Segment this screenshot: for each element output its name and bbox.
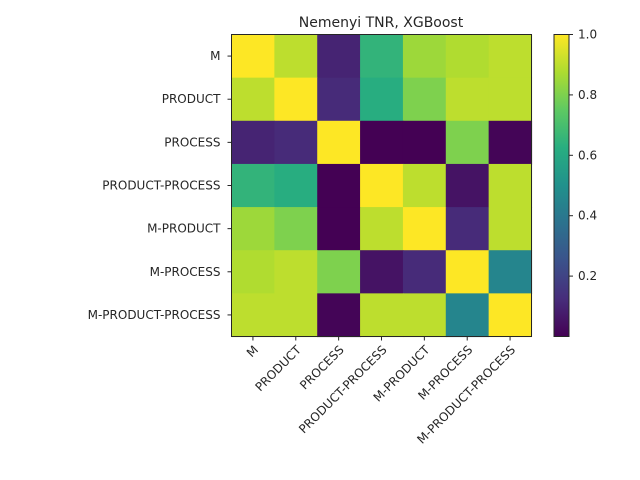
heatmap-cell — [360, 163, 404, 208]
heatmap-cell — [317, 34, 361, 79]
column-label: PRODUCT — [252, 342, 304, 394]
heatmap-cell — [231, 250, 275, 294]
heatmap-cell — [231, 207, 275, 251]
row-label: PRODUCT-PROCESS — [102, 179, 220, 193]
heatmap-cells — [231, 34, 533, 338]
heatmap-cell — [445, 163, 490, 208]
colorbar-tick-label: 0.8 — [578, 88, 597, 102]
heatmap-cell — [317, 120, 361, 165]
chart-title: Nemenyi TNR, XGBoost — [299, 15, 464, 31]
heatmap-cell — [231, 120, 275, 165]
heatmap-cell — [488, 293, 533, 338]
heatmap-cell — [274, 207, 318, 251]
row-label: PRODUCT — [162, 92, 221, 106]
heatmap-cell — [402, 250, 447, 294]
row-label: M-PROCESS — [150, 265, 221, 279]
colorbar-ticks: 0.2 0.4 0.6 0.8 1.0 — [569, 28, 597, 283]
colorbar-tick-label: 1.0 — [578, 28, 597, 42]
heatmap-cell — [488, 163, 533, 208]
column-label: M — [244, 343, 261, 360]
heatmap-cell — [274, 120, 318, 165]
heatmap-cell — [274, 250, 318, 294]
heatmap-cell — [445, 34, 490, 79]
heatmap-cell — [360, 34, 404, 79]
heatmap-cell — [274, 77, 318, 122]
colorbar-tick-label: 0.4 — [578, 209, 597, 223]
heatmap-cell — [445, 207, 490, 251]
heatmap-cell — [317, 163, 361, 208]
heatmap-cell — [402, 77, 447, 122]
heatmap-cell — [360, 250, 404, 294]
heatmap-cell — [402, 120, 447, 165]
heatmap-cell — [360, 293, 404, 338]
heatmap-cell — [360, 207, 404, 251]
heatmap-cell — [360, 77, 404, 122]
heatmap-cell — [274, 293, 318, 338]
heatmap-cell — [231, 34, 275, 79]
row-labels: M PRODUCT PROCESS PRODUCT-PROCESS M-PRODUCT M… — [88, 49, 232, 322]
heatmap-cell — [488, 77, 533, 122]
heatmap-cell — [445, 293, 490, 338]
heatmap-cell — [317, 207, 361, 251]
row-label: M-PRODUCT-PROCESS — [88, 308, 221, 322]
heatmap-cell — [402, 293, 447, 338]
heatmap-cell — [274, 34, 318, 79]
colorbar-tick-label: 0.6 — [578, 148, 597, 162]
row-label: M — [210, 49, 220, 63]
heatmap-cell — [231, 77, 275, 122]
heatmap-cell — [231, 293, 275, 338]
column-labels: MPRODUCTPROCESSPRODUCT-PROCESSM-PRODUCTM… — [244, 336, 518, 447]
heatmap-cell — [402, 163, 447, 208]
heatmap-cell — [488, 120, 533, 165]
colorbar-tick-label: 0.2 — [578, 269, 597, 283]
heatmap-cell — [445, 120, 490, 165]
row-label: PROCESS — [164, 135, 220, 149]
heatmap-cell — [274, 163, 318, 208]
heatmap-cell — [488, 207, 533, 251]
heatmap-cell — [402, 34, 447, 79]
heatmap-cell — [445, 77, 490, 122]
heatmap-cell — [445, 250, 490, 294]
row-label: M-PRODUCT — [147, 222, 221, 236]
heatmap-cell — [317, 77, 361, 122]
heatmap-cell — [402, 207, 447, 251]
heatmap-cell — [360, 120, 404, 165]
heatmap-cell — [317, 250, 361, 294]
heatmap-cell — [488, 250, 533, 294]
heatmap-cell — [488, 34, 533, 79]
colorbar — [553, 34, 570, 337]
heatmap-cell — [231, 163, 275, 208]
heatmap-cell — [317, 293, 361, 338]
